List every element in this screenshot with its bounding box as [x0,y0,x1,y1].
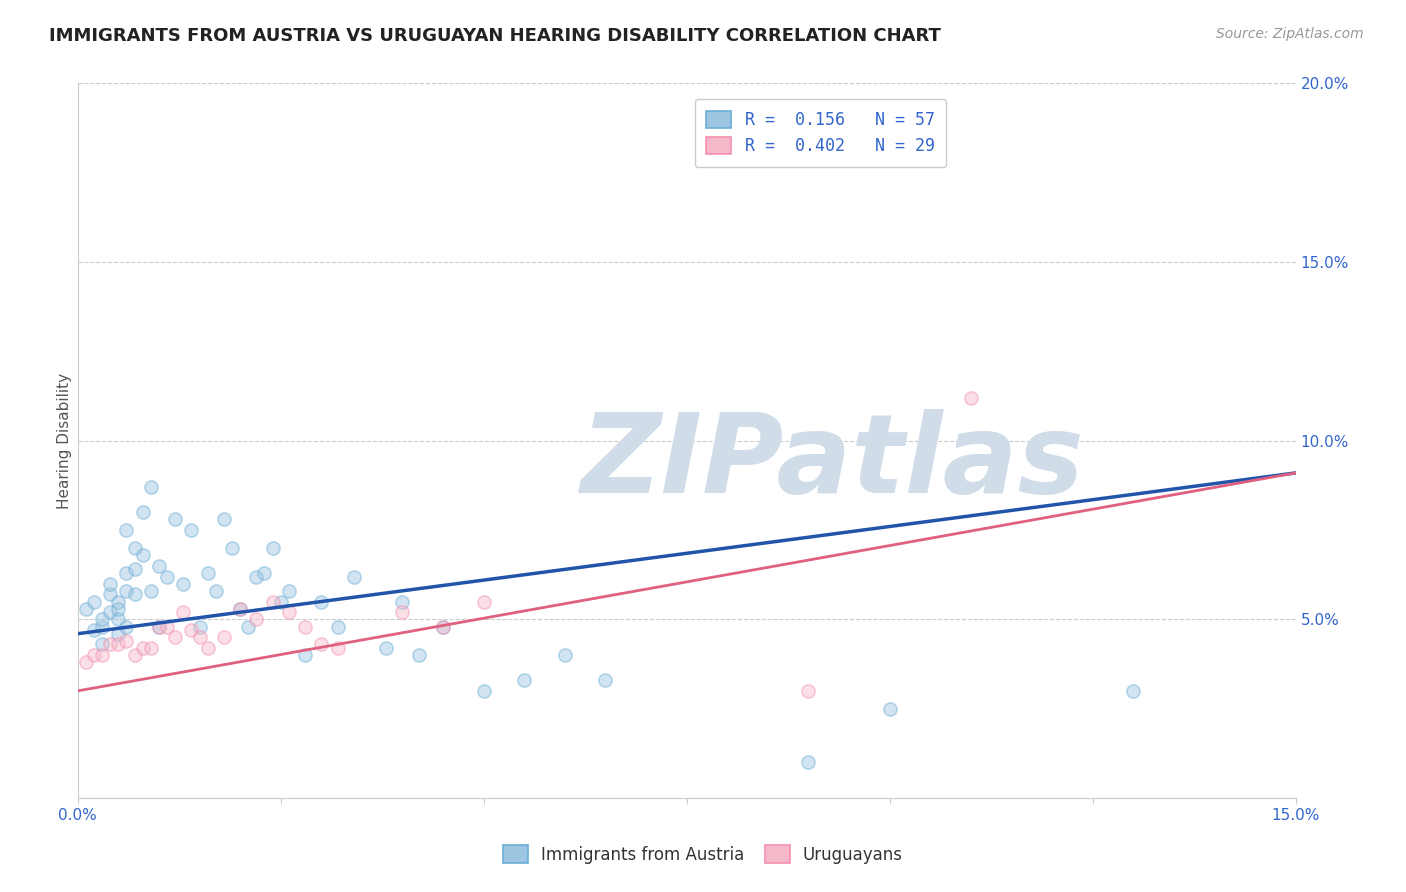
Point [98,587,121,601]
Point [83,648,105,662]
Point [107,601,129,615]
Point [124,648,146,662]
Legend: Immigrants from Austria, Uruguayans: Immigrants from Austria, Uruguayans [496,838,910,871]
Point [115,523,138,537]
Point [165,630,187,644]
Point [472,594,495,608]
Point [98,576,121,591]
Point [91,637,114,651]
Point [294,619,316,633]
Point [277,605,299,619]
Point [326,640,349,655]
Point [107,637,129,651]
Point [91,648,114,662]
Point [107,612,129,626]
Point [131,548,153,562]
Point [115,619,138,633]
Text: Source: ZipAtlas.com: Source: ZipAtlas.com [1216,27,1364,41]
Point [375,640,398,655]
Point [197,640,219,655]
Point [391,594,413,608]
Point [245,569,267,583]
Point [797,756,820,770]
Point [180,623,202,637]
Point [115,583,138,598]
Point [513,673,536,688]
Point [75,655,97,669]
Point [343,569,366,583]
Point [107,626,129,640]
Point [797,684,820,698]
Point [277,583,299,598]
Point [131,505,153,519]
Legend: R =  0.156   N = 57, R =  0.402   N = 29: R = 0.156 N = 57, R = 0.402 N = 29 [695,99,946,167]
Point [188,630,211,644]
Point [595,673,617,688]
Point [124,541,146,555]
Point [432,619,454,633]
Point [311,637,333,651]
Point [229,601,252,615]
Point [262,594,284,608]
Point [91,619,114,633]
Point [1122,684,1144,698]
Point [98,637,121,651]
Point [229,601,252,615]
Point [188,619,211,633]
Point [391,605,413,619]
Point [148,619,170,633]
Point [75,601,97,615]
Point [156,569,179,583]
Point [148,619,170,633]
Point [204,583,226,598]
Point [139,640,162,655]
Point [879,702,901,716]
Point [124,587,146,601]
Point [212,630,235,644]
Point [326,619,349,633]
Point [172,605,194,619]
Point [959,391,981,405]
Point [270,594,292,608]
Point [180,523,202,537]
Text: IMMIGRANTS FROM AUSTRIA VS URUGUAYAN HEARING DISABILITY CORRELATION CHART: IMMIGRANTS FROM AUSTRIA VS URUGUAYAN HEA… [49,27,941,45]
Point [212,512,235,526]
Point [131,640,153,655]
Point [245,612,267,626]
Point [221,541,243,555]
Point [83,594,105,608]
Point [139,583,162,598]
Point [432,619,454,633]
Point [156,619,179,633]
Y-axis label: Hearing Disability: Hearing Disability [58,373,72,508]
Point [294,648,316,662]
Point [311,594,333,608]
Point [472,684,495,698]
Point [197,566,219,580]
Point [124,562,146,576]
Point [115,566,138,580]
Text: ZIPatlas: ZIPatlas [581,409,1084,516]
Point [253,566,276,580]
Point [107,594,129,608]
Point [262,541,284,555]
Point [98,605,121,619]
Point [172,576,194,591]
Point [139,480,162,494]
Point [115,633,138,648]
Point [408,648,430,662]
Point [165,512,187,526]
Point [148,558,170,573]
Point [91,612,114,626]
Point [238,619,260,633]
Point [83,623,105,637]
Point [554,648,576,662]
